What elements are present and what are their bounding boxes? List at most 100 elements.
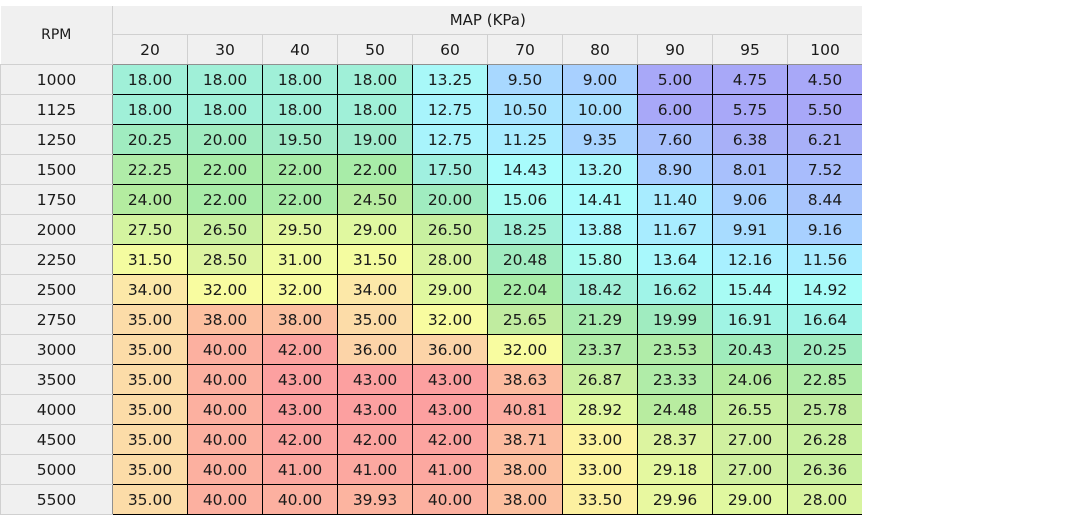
map-value-cell[interactable]: 26.55: [712, 394, 788, 425]
rpm-row-header[interactable]: 1125: [0, 94, 113, 125]
map-value-cell[interactable]: 8.01: [712, 154, 788, 185]
map-column-header[interactable]: 100: [786, 34, 862, 65]
map-value-cell[interactable]: 18.00: [187, 64, 263, 95]
map-value-cell[interactable]: 25.65: [487, 304, 563, 335]
rpm-row-header[interactable]: 1000: [0, 64, 113, 95]
map-value-cell[interactable]: 40.00: [187, 394, 263, 425]
map-column-header[interactable]: 30: [187, 34, 263, 65]
map-value-cell[interactable]: 18.25: [487, 214, 563, 245]
map-value-cell[interactable]: 9.91: [712, 214, 788, 245]
map-value-cell[interactable]: 42.00: [262, 424, 338, 455]
map-value-cell[interactable]: 43.00: [412, 394, 488, 425]
map-value-cell[interactable]: 18.00: [337, 64, 413, 95]
map-value-cell[interactable]: 35.00: [112, 364, 188, 395]
map-value-cell[interactable]: 26.50: [187, 214, 263, 245]
map-value-cell[interactable]: 13.25: [412, 64, 488, 95]
rpm-row-header[interactable]: 3500: [0, 364, 113, 395]
map-value-cell[interactable]: 31.00: [262, 244, 338, 275]
map-value-cell[interactable]: 27.00: [712, 424, 788, 455]
map-value-cell[interactable]: 43.00: [412, 364, 488, 395]
map-value-cell[interactable]: 32.00: [412, 304, 488, 335]
map-column-header[interactable]: 40: [262, 34, 338, 65]
map-value-cell[interactable]: 41.00: [262, 454, 338, 485]
map-value-cell[interactable]: 29.18: [637, 454, 713, 485]
map-value-cell[interactable]: 6.21: [786, 124, 862, 155]
map-value-cell[interactable]: 16.91: [712, 304, 788, 335]
map-column-header[interactable]: 70: [487, 34, 563, 65]
map-value-cell[interactable]: 22.85: [786, 364, 862, 395]
map-value-cell[interactable]: 12.75: [412, 94, 488, 125]
map-value-cell[interactable]: 18.00: [112, 64, 188, 95]
map-column-header[interactable]: 50: [337, 34, 413, 65]
map-value-cell[interactable]: 22.25: [112, 154, 188, 185]
map-value-cell[interactable]: 23.37: [562, 334, 638, 365]
map-value-cell[interactable]: 11.40: [637, 184, 713, 215]
map-value-cell[interactable]: 22.00: [187, 154, 263, 185]
map-value-cell[interactable]: 24.00: [112, 184, 188, 215]
map-value-cell[interactable]: 9.16: [786, 214, 862, 245]
map-value-cell[interactable]: 15.80: [562, 244, 638, 275]
map-value-cell[interactable]: 36.00: [337, 334, 413, 365]
map-value-cell[interactable]: 12.16: [712, 244, 788, 275]
map-value-cell[interactable]: 19.99: [637, 304, 713, 335]
map-value-cell[interactable]: 22.00: [337, 154, 413, 185]
rpm-row-header[interactable]: 1250: [0, 124, 113, 155]
rpm-row-header[interactable]: 1750: [0, 184, 113, 215]
map-column-header[interactable]: 95: [712, 34, 788, 65]
map-value-cell[interactable]: 35.00: [337, 304, 413, 335]
map-value-cell[interactable]: 42.00: [412, 424, 488, 455]
map-value-cell[interactable]: 13.20: [562, 154, 638, 185]
map-value-cell[interactable]: 42.00: [262, 334, 338, 365]
rpm-row-header[interactable]: 2000: [0, 214, 113, 245]
rpm-row-header[interactable]: 5000: [0, 454, 113, 485]
map-value-cell[interactable]: 35.00: [112, 454, 188, 485]
map-value-cell[interactable]: 18.42: [562, 274, 638, 305]
rpm-row-header[interactable]: 2750: [0, 304, 113, 335]
map-value-cell[interactable]: 4.50: [786, 64, 862, 95]
map-value-cell[interactable]: 18.00: [262, 94, 338, 125]
map-value-cell[interactable]: 28.50: [187, 244, 263, 275]
map-value-cell[interactable]: 9.50: [487, 64, 563, 95]
map-value-cell[interactable]: 27.00: [712, 454, 788, 485]
rpm-row-header[interactable]: 5500: [0, 484, 113, 515]
rpm-row-header[interactable]: 3000: [0, 334, 113, 365]
map-value-cell[interactable]: 43.00: [262, 364, 338, 395]
map-value-cell[interactable]: 23.33: [637, 364, 713, 395]
map-value-cell[interactable]: 23.53: [637, 334, 713, 365]
map-value-cell[interactable]: 26.50: [412, 214, 488, 245]
map-value-cell[interactable]: 20.48: [487, 244, 563, 275]
map-value-cell[interactable]: 24.50: [337, 184, 413, 215]
map-value-cell[interactable]: 6.38: [712, 124, 788, 155]
map-value-cell[interactable]: 26.36: [786, 454, 862, 485]
map-value-cell[interactable]: 29.50: [262, 214, 338, 245]
map-value-cell[interactable]: 11.67: [637, 214, 713, 245]
map-value-cell[interactable]: 4.75: [712, 64, 788, 95]
map-value-cell[interactable]: 9.00: [562, 64, 638, 95]
map-value-cell[interactable]: 43.00: [337, 394, 413, 425]
map-value-cell[interactable]: 35.00: [112, 424, 188, 455]
map-value-cell[interactable]: 24.48: [637, 394, 713, 425]
map-value-cell[interactable]: 38.00: [262, 304, 338, 335]
map-value-cell[interactable]: 34.00: [112, 274, 188, 305]
map-value-cell[interactable]: 26.87: [562, 364, 638, 395]
map-value-cell[interactable]: 20.25: [786, 334, 862, 365]
map-value-cell[interactable]: 20.43: [712, 334, 788, 365]
map-column-header[interactable]: 60: [412, 34, 488, 65]
map-value-cell[interactable]: 35.00: [112, 334, 188, 365]
map-value-cell[interactable]: 43.00: [262, 394, 338, 425]
map-value-cell[interactable]: 35.00: [112, 304, 188, 335]
map-value-cell[interactable]: 41.00: [412, 454, 488, 485]
map-value-cell[interactable]: 38.63: [487, 364, 563, 395]
map-value-cell[interactable]: 33.00: [562, 454, 638, 485]
map-value-cell[interactable]: 26.28: [786, 424, 862, 455]
map-value-cell[interactable]: 40.00: [187, 364, 263, 395]
map-value-cell[interactable]: 20.00: [412, 184, 488, 215]
map-value-cell[interactable]: 16.62: [637, 274, 713, 305]
map-value-cell[interactable]: 9.35: [562, 124, 638, 155]
map-value-cell[interactable]: 41.00: [337, 454, 413, 485]
map-value-cell[interactable]: 20.25: [112, 124, 188, 155]
map-value-cell[interactable]: 32.00: [262, 274, 338, 305]
map-value-cell[interactable]: 29.00: [412, 274, 488, 305]
map-value-cell[interactable]: 7.60: [637, 124, 713, 155]
map-value-cell[interactable]: 42.00: [337, 424, 413, 455]
